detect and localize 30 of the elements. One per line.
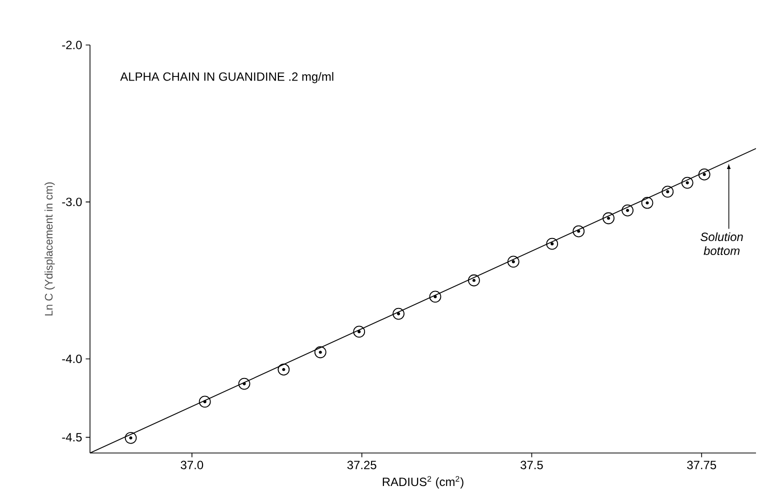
annotation: Solution bottom (700, 232, 743, 256)
point (353, 326, 366, 338)
x-tick-label: 37.0 (180, 460, 204, 470)
y-tick-label: -2.0 (62, 40, 82, 50)
point (602, 212, 614, 224)
point (681, 176, 694, 189)
point (641, 196, 654, 209)
x-tick-label: 37.75 (687, 460, 716, 470)
y-axis-title: Ln C (Ydisplacement in cm) (44, 182, 55, 316)
point (622, 204, 634, 216)
point (546, 238, 558, 250)
point (698, 168, 710, 180)
point (198, 396, 211, 408)
text: ALPHA CHAIN IN GUANIDINE .2 mg/ml (120, 72, 334, 84)
x-tick-label: 37.25 (347, 460, 376, 470)
x-tick-label: 37.5 (520, 460, 543, 470)
point (278, 364, 290, 376)
y-tick-label: -4.0 (62, 354, 82, 364)
point (468, 274, 480, 286)
x-axis-title: RADIUS$^{2}$ (cm$^{2}$) (382, 476, 464, 488)
point (124, 432, 137, 444)
point (507, 256, 520, 268)
point (429, 290, 442, 303)
point (662, 186, 674, 198)
point (572, 225, 585, 238)
point (238, 378, 250, 390)
y-tick-label: -4.5 (62, 433, 82, 442)
point (392, 308, 404, 320)
y-tick-label: -3.0 (62, 198, 82, 206)
point (314, 346, 326, 358)
